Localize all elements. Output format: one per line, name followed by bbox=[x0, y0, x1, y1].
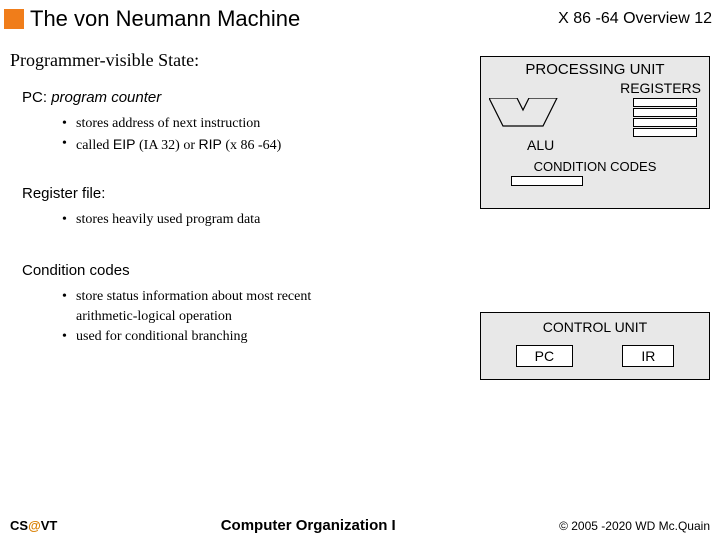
cond-bullets: store status information about most rece… bbox=[62, 287, 440, 348]
register-stack bbox=[633, 98, 697, 137]
pc-bullets: stores address of next instruction calle… bbox=[62, 114, 440, 157]
control-unit-title: CONTROL UNIT bbox=[491, 319, 699, 335]
register-slot bbox=[633, 108, 697, 117]
list-item: called EIP (IA 32) or RIP (x 86 -64) bbox=[62, 134, 440, 156]
alu-label: ALU bbox=[527, 137, 623, 153]
pc-heading: PC: program counter bbox=[22, 89, 440, 106]
slide-header: The von Neumann Machine X 86 -64 Overvie… bbox=[0, 0, 720, 36]
cs-prefix: CS bbox=[10, 518, 28, 533]
register-slot bbox=[633, 98, 697, 107]
page-label: X 86 -64 Overview 12 bbox=[558, 10, 712, 28]
regfile-heading: Register file: bbox=[22, 185, 440, 202]
footer-copyright: © 2005 -2020 WD Mc.Quain bbox=[559, 519, 710, 533]
register-slot bbox=[633, 118, 697, 127]
slide-footer: CS@VT Computer Organization I © 2005 -20… bbox=[10, 517, 710, 534]
pc-heading-prefix: PC: bbox=[22, 89, 51, 106]
pc-heading-italic: program counter bbox=[51, 89, 161, 106]
pc-register-box: PC bbox=[516, 345, 573, 367]
cs-at: @ bbox=[28, 518, 41, 533]
list-item: used for conditional branching bbox=[62, 327, 440, 347]
footer-left: CS@VT bbox=[10, 518, 57, 533]
regfile-bullets: stores heavily used program data bbox=[62, 210, 440, 230]
processing-unit-title: PROCESSING UNIT bbox=[489, 61, 701, 78]
condition-codes-label: CONDITION CODES bbox=[489, 159, 701, 174]
processing-unit-box: PROCESSING UNIT REGISTERS ALU CONDITION … bbox=[480, 56, 710, 209]
register-slot bbox=[633, 128, 697, 137]
footer-mid: Computer Organization I bbox=[221, 517, 396, 534]
alu-icon bbox=[489, 98, 559, 128]
ir-register-box: IR bbox=[622, 345, 674, 367]
list-item: stores address of next instruction bbox=[62, 114, 440, 134]
slide-content: Programmer-visible State: PC: program co… bbox=[10, 44, 710, 500]
bullet-square-icon bbox=[4, 9, 24, 29]
list-item: stores heavily used program data bbox=[62, 210, 440, 230]
list-item: store status information about most rece… bbox=[62, 287, 362, 328]
left-column: PC: program counter stores address of ne… bbox=[10, 89, 440, 348]
cs-suffix: VT bbox=[41, 518, 58, 533]
slide-title: The von Neumann Machine bbox=[30, 6, 558, 32]
control-unit-box: CONTROL UNIT PC IR bbox=[480, 312, 710, 380]
registers-label: REGISTERS bbox=[489, 80, 701, 96]
cond-heading: Condition codes bbox=[22, 262, 440, 279]
condition-code-box bbox=[511, 176, 583, 186]
